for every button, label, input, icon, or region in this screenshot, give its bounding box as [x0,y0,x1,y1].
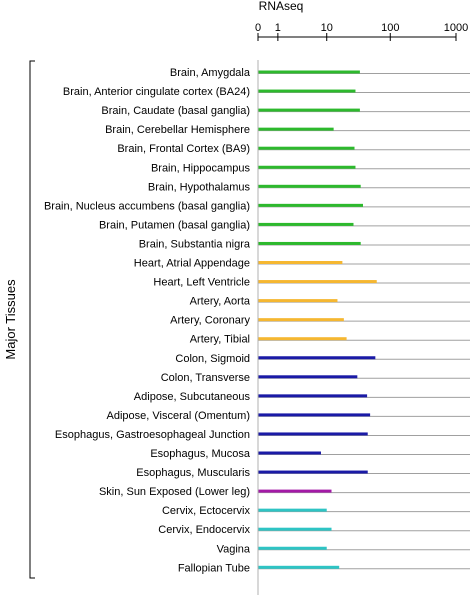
bar [258,356,376,360]
y-group-bracket [29,60,35,579]
category-label: Colon, Transverse [161,372,250,384]
category-label: Cervix, Endocervix [158,524,250,536]
category-row: Brain, Anterior cingulate cortex (BA24) [63,86,470,98]
bar [258,508,327,512]
bar [258,165,356,169]
bar [258,394,368,398]
category-label: Brain, Nucleus accumbens (basal ganglia) [44,200,250,212]
category-row: Brain, Hippocampus [151,162,470,174]
category-row: Adipose, Visceral (Omentum) [107,410,470,422]
category-row: Artery, Coronary [170,315,470,327]
category-row: Brain, Amygdala [170,67,470,79]
x-tick-label: 1 [275,22,281,34]
x-tick-label: 100 [381,22,399,34]
category-label: Adipose, Visceral (Omentum) [107,410,250,422]
category-label: Fallopian Tube [178,562,250,574]
bar [258,489,332,493]
category-label: Brain, Hypothalamus [148,181,251,193]
category-row: Brain, Hypothalamus [148,181,470,193]
category-label: Brain, Substantia nigra [139,238,251,250]
category-label: Brain, Hippocampus [151,162,251,174]
bar [258,280,377,284]
category-row: Brain, Frontal Cortex (BA9) [117,143,470,155]
x-tick-label: 0 [255,22,261,34]
bar [258,70,360,74]
category-label: Skin, Sun Exposed (Lower leg) [99,486,250,498]
bar [258,546,327,550]
category-row: Brain, Substantia nigra [139,238,470,250]
category-row: Esophagus, Muscularis [136,467,470,479]
category-row: Brain, Putamen (basal ganglia) [99,219,470,231]
category-label: Esophagus, Gastroesophageal Junction [55,429,250,441]
category-row: Cervix, Ectocervix [162,505,470,517]
category-row: Brain, Cerebellar Hemisphere [105,124,470,136]
bar [258,222,354,226]
category-label: Artery, Tibial [190,334,250,346]
category-label: Brain, Cerebellar Hemisphere [105,124,250,136]
category-row: Esophagus, Gastroesophageal Junction [55,429,470,441]
category-row: Colon, Transverse [161,372,470,384]
category-row: Adipose, Subcutaneous [134,391,470,403]
x-tick-label: 10 [321,22,333,34]
x-tick-label: 1000 [444,22,468,34]
bar [258,146,355,150]
x-axis: 0 1 10 100 1000 [255,22,468,41]
bar [258,261,343,264]
category-label: Brain, Putamen (basal ganglia) [99,219,250,231]
bar [258,127,334,131]
category-label: Brain, Anterior cingulate cortex (BA24) [63,86,250,98]
x-axis-title: RNAseq [259,0,304,13]
bar [258,337,347,341]
bar [258,299,338,303]
bar [258,108,360,112]
y-axis-title: Major Tissues [3,279,18,360]
category-row: Brain, Caudate (basal ganglia) [101,105,470,117]
bar [258,527,332,531]
category-row: Vagina [217,543,470,555]
category-row: Artery, Aorta [190,296,470,308]
bar [258,451,321,455]
bar [258,565,340,569]
category-row: Esophagus, Mucosa [150,448,470,460]
category-label: Artery, Coronary [170,315,250,327]
category-label: Esophagus, Mucosa [150,448,251,460]
category-label: Heart, Left Ventricle [153,277,250,289]
category-rows: Brain, Amygdala Brain, Anterior cingulate… [44,60,470,595]
category-row: Heart, Left Ventricle [153,277,470,289]
bar [258,432,368,436]
category-row: Artery, Tibial [190,334,470,346]
category-label: Cervix, Ectocervix [162,505,251,517]
bar [258,241,361,245]
bar [258,470,368,474]
category-label: Brain, Caudate (basal ganglia) [101,105,250,117]
category-label: Heart, Atrial Appendage [134,258,250,270]
category-label: Brain, Frontal Cortex (BA9) [117,143,250,155]
category-row: Cervix, Endocervix [158,524,470,536]
category-label: Artery, Aorta [190,296,251,308]
category-row: Skin, Sun Exposed (Lower leg) [99,486,470,498]
bar [258,184,361,188]
bar [258,318,344,322]
category-row: Colon, Sigmoid [175,353,470,365]
category-label: Esophagus, Muscularis [136,467,250,479]
category-row: Heart, Atrial Appendage [134,258,470,270]
category-row: Brain, Nucleus accumbens (basal ganglia) [44,200,470,212]
category-row: Fallopian Tube [178,562,470,574]
category-label: Vagina [217,543,251,555]
bar [258,413,371,417]
y-axis-group-bracket: Major Tissues [3,60,35,579]
category-label: Adipose, Subcutaneous [134,391,251,403]
bar [258,375,358,379]
bar [258,89,356,93]
category-label: Colon, Sigmoid [175,353,250,365]
bar [258,203,363,207]
category-label: Brain, Amygdala [170,67,251,79]
